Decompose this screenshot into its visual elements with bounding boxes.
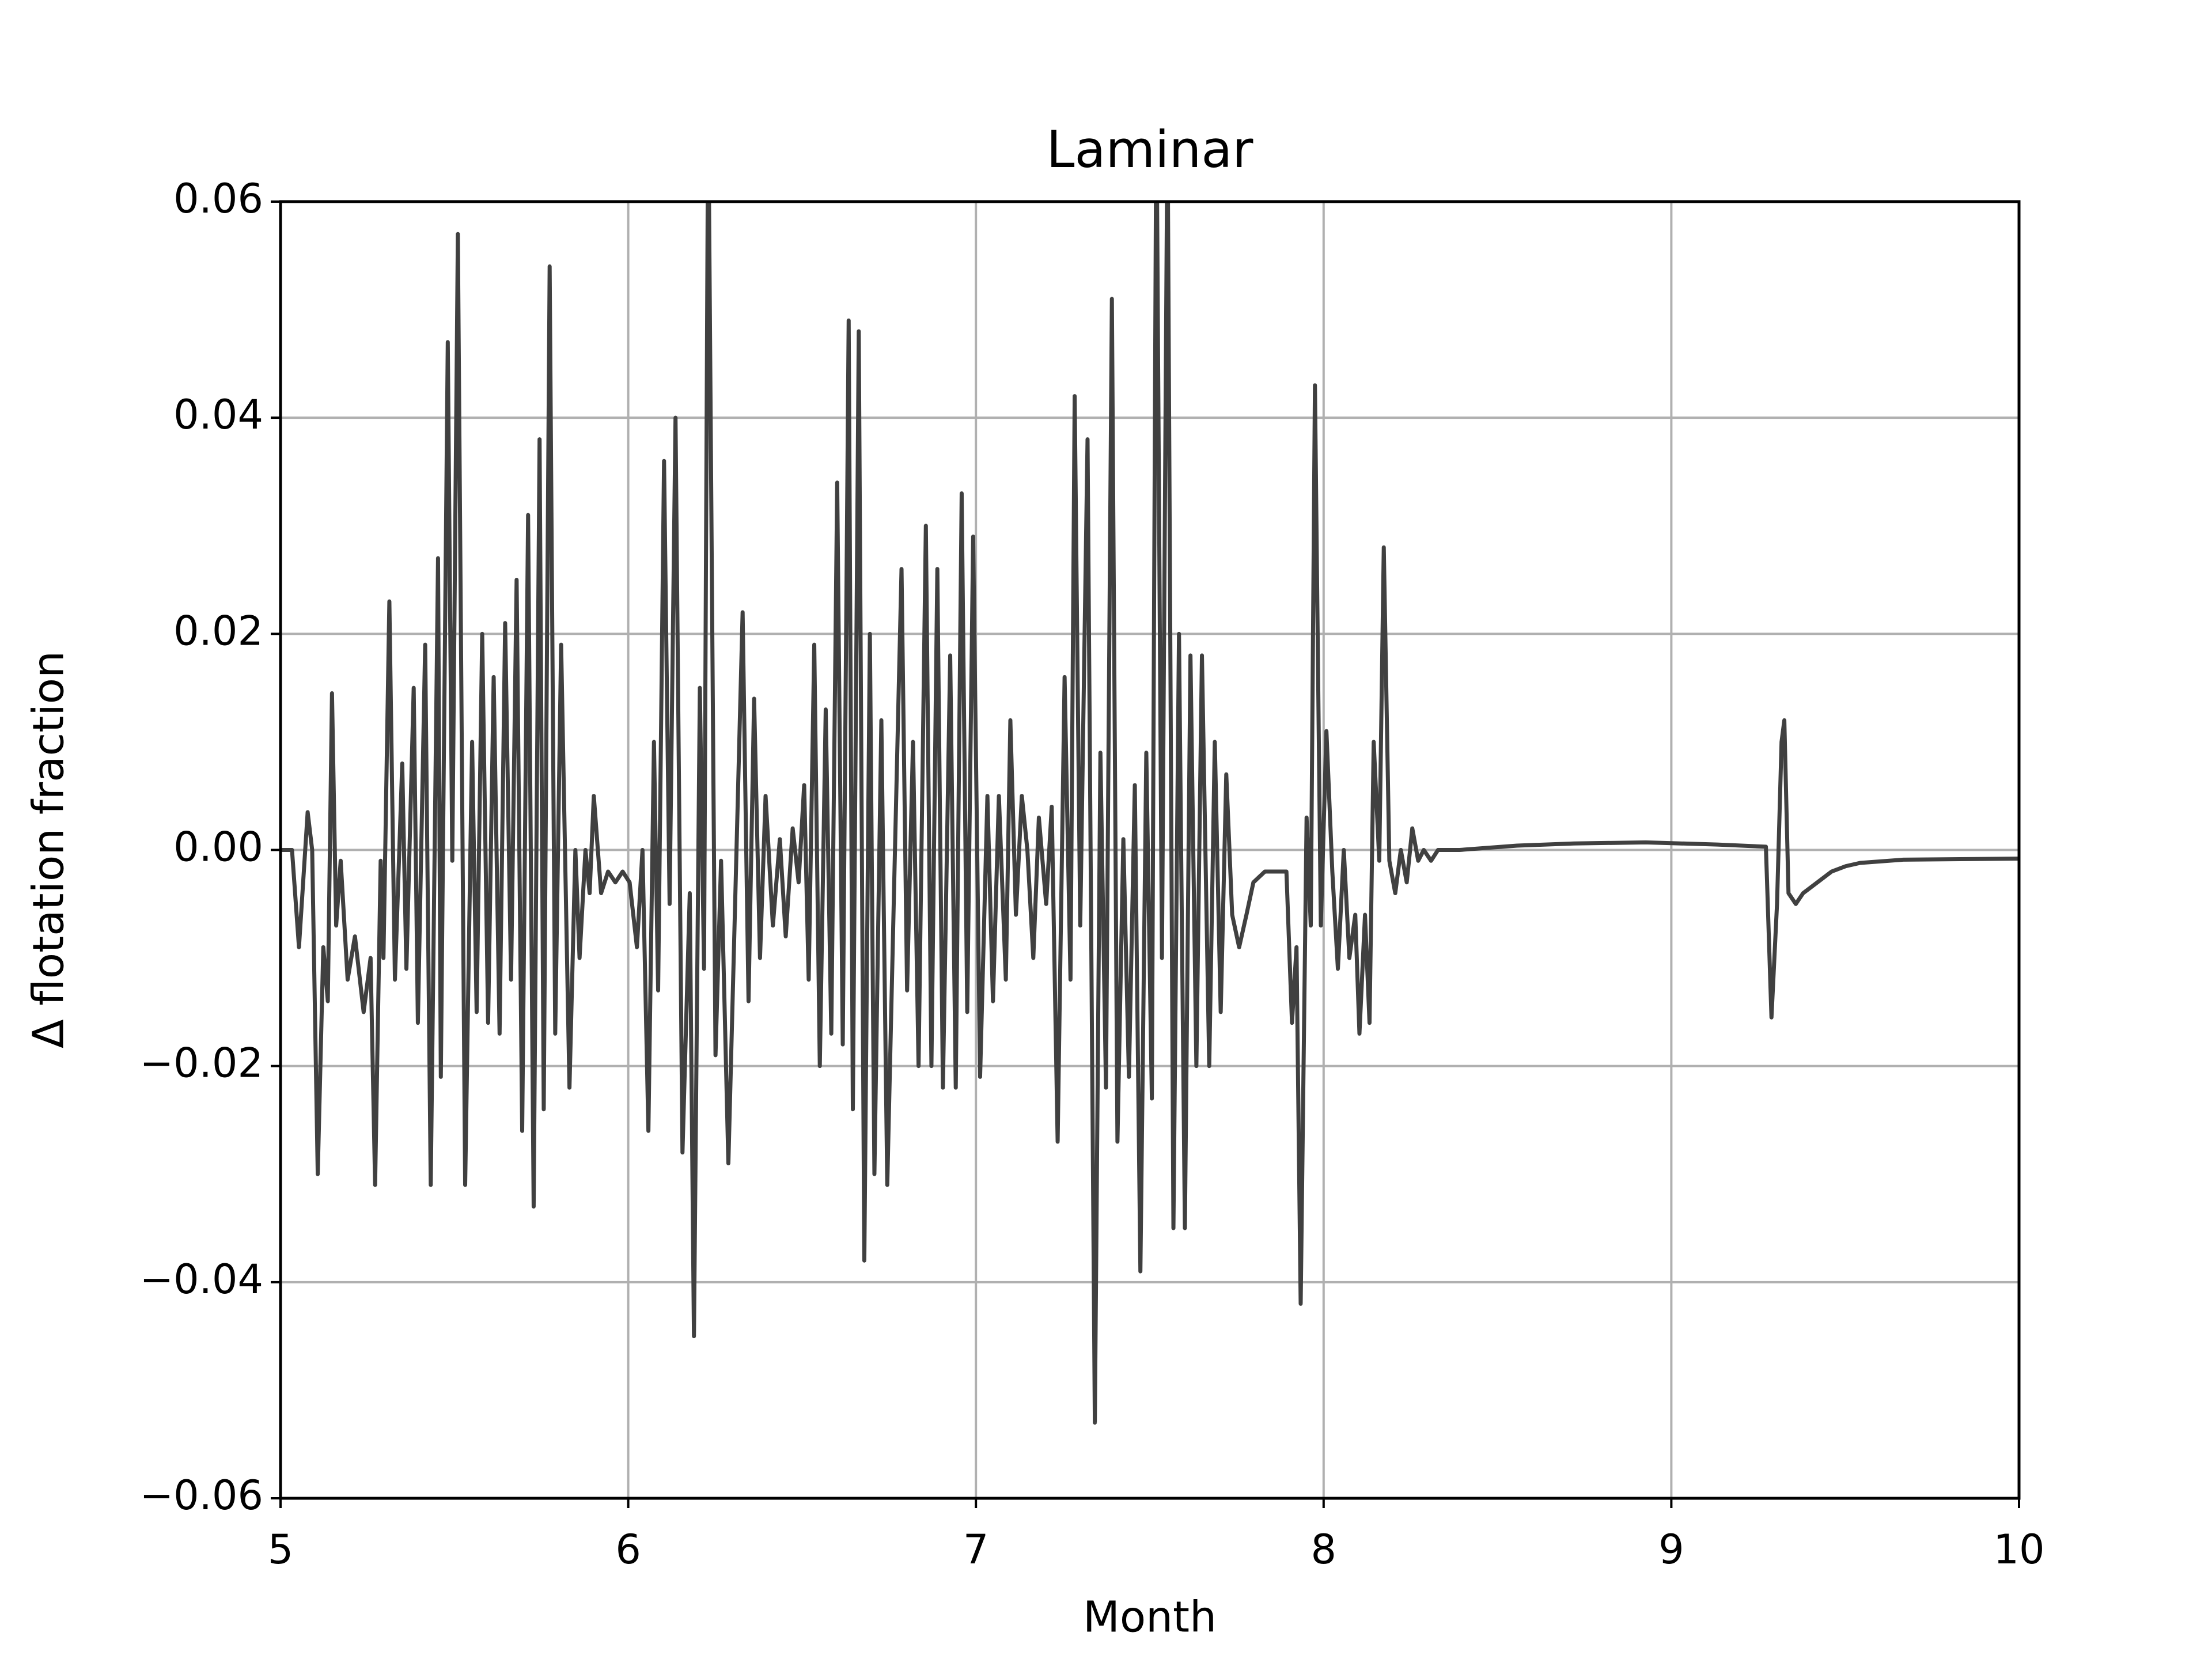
x-tick-label: 6 bbox=[615, 1526, 641, 1573]
y-tick-label: −0.02 bbox=[139, 1040, 263, 1087]
y-axis-label: Δ flotation fraction bbox=[24, 651, 74, 1048]
x-tick-label: 8 bbox=[1311, 1526, 1337, 1573]
x-tick-label: 9 bbox=[1658, 1526, 1684, 1573]
chart-title: Laminar bbox=[1046, 120, 1253, 179]
y-tick-label: 0.06 bbox=[173, 175, 263, 222]
data-line bbox=[281, 202, 2019, 1425]
ticks: 5 6 7 8 9 10 −0.06 −0.04 −0.02 0.00 0.02 0.04 0.06 bbox=[139, 175, 2044, 1573]
y-tick-label: 0.00 bbox=[173, 824, 263, 871]
plot-area bbox=[281, 202, 2019, 1425]
y-tick-label: −0.06 bbox=[139, 1472, 263, 1519]
x-tick-label: 5 bbox=[268, 1526, 294, 1573]
x-tick-label: 10 bbox=[1993, 1526, 2044, 1573]
y-tick-label: 0.02 bbox=[173, 607, 263, 654]
y-tick-label: −0.04 bbox=[139, 1256, 263, 1303]
y-tick-label: 0.04 bbox=[173, 391, 263, 438]
x-tick-label: 7 bbox=[963, 1526, 989, 1573]
x-axis-label: Month bbox=[1083, 1593, 1217, 1642]
